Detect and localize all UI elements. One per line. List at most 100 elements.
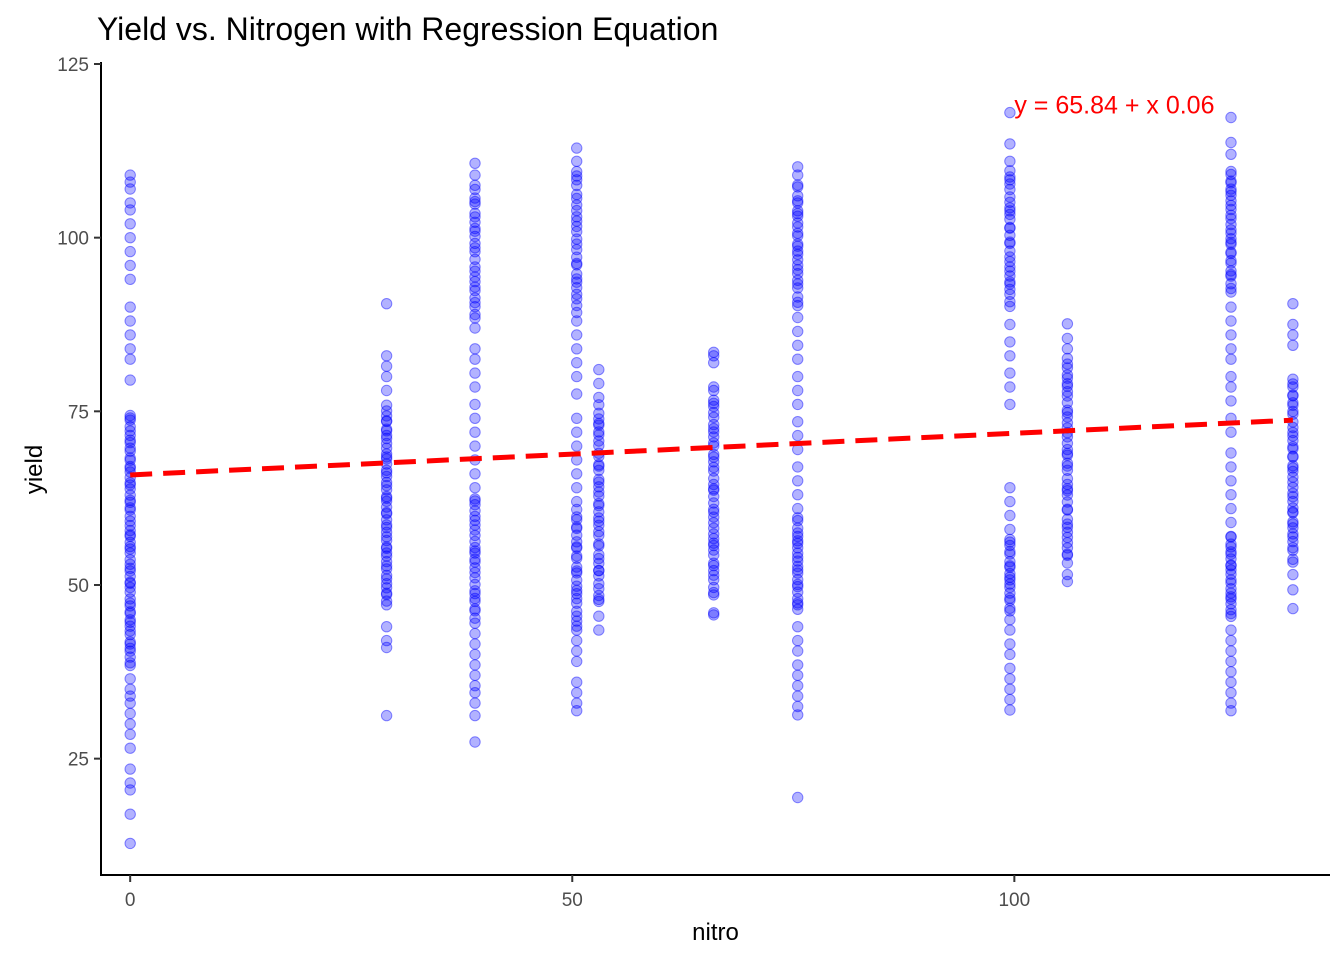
data-point — [380, 550, 393, 562]
data-point — [1004, 202, 1016, 214]
data-point — [1287, 451, 1299, 463]
data-point — [124, 519, 136, 532]
data-point — [380, 634, 393, 647]
data-point — [1004, 300, 1016, 313]
data-point — [792, 210, 804, 222]
data-point — [469, 505, 481, 517]
data-point — [1061, 460, 1074, 472]
data-point — [124, 412, 136, 424]
data-point — [593, 548, 605, 561]
data-point — [469, 381, 481, 393]
data-point — [1004, 495, 1016, 508]
data-point — [469, 566, 481, 579]
data-point — [708, 465, 720, 477]
data-point — [469, 281, 481, 293]
data-point — [792, 217, 804, 229]
data-point — [380, 506, 393, 519]
data-point — [792, 514, 804, 527]
data-point — [792, 512, 804, 524]
data-point — [1061, 449, 1074, 461]
data-point — [1004, 381, 1016, 393]
data-point — [1225, 395, 1237, 407]
data-point — [792, 659, 804, 671]
data-point — [1287, 556, 1299, 568]
data-point — [1004, 205, 1016, 217]
data-point — [571, 511, 583, 523]
data-point — [124, 707, 136, 720]
data-point — [708, 490, 720, 503]
data-point — [571, 687, 583, 699]
data-point — [380, 350, 393, 362]
data-point — [792, 603, 804, 615]
data-point — [708, 557, 720, 569]
data-point — [792, 669, 804, 681]
data-point — [469, 605, 481, 617]
data-point — [124, 718, 136, 730]
data-point — [792, 240, 804, 252]
data-point — [708, 426, 720, 438]
data-point — [380, 490, 393, 503]
data-point — [1004, 587, 1016, 599]
data-point — [1287, 481, 1299, 494]
data-point — [1287, 602, 1299, 615]
data-point — [1225, 270, 1237, 282]
data-point — [708, 484, 720, 496]
data-point — [1287, 462, 1299, 474]
data-point — [1287, 441, 1299, 453]
data-point — [1287, 465, 1299, 478]
data-point — [469, 343, 481, 355]
data-point — [792, 535, 804, 547]
data-point — [571, 565, 583, 577]
data-point — [571, 170, 583, 182]
data-point — [469, 585, 481, 597]
data-point — [1287, 434, 1299, 447]
data-point — [469, 499, 481, 511]
data-point — [1004, 548, 1016, 560]
data-point — [1061, 531, 1074, 544]
data-point — [593, 557, 605, 570]
data-point — [469, 275, 481, 288]
data-point — [380, 588, 393, 601]
data-point — [571, 251, 583, 263]
data-points — [124, 106, 1299, 850]
data-point — [571, 315, 583, 327]
data-point — [571, 521, 583, 533]
x-axis-ticks: 0 50 100 — [125, 875, 1030, 911]
data-point — [1004, 533, 1016, 546]
data-point — [792, 169, 804, 181]
data-point — [593, 490, 605, 502]
data-point — [124, 536, 136, 548]
data-point — [380, 464, 393, 476]
data-point — [469, 468, 481, 480]
data-point — [708, 544, 720, 556]
data-point — [469, 482, 481, 494]
data-point — [792, 161, 804, 173]
data-point — [571, 199, 583, 211]
data-point — [1225, 183, 1237, 195]
data-point — [1287, 491, 1299, 503]
data-point — [1004, 196, 1016, 209]
data-point — [708, 569, 720, 581]
data-point — [1061, 542, 1074, 554]
data-point — [571, 597, 583, 609]
data-point — [708, 418, 720, 431]
data-point — [1061, 473, 1074, 485]
data-point — [792, 230, 804, 242]
data-point — [380, 425, 393, 437]
data-point — [469, 612, 481, 624]
data-point — [792, 574, 804, 586]
data-point — [469, 192, 481, 204]
data-point — [380, 569, 393, 582]
data-point — [469, 648, 481, 661]
data-point — [593, 464, 605, 476]
data-point — [1004, 648, 1016, 661]
data-point — [708, 478, 720, 491]
data-point — [792, 690, 804, 702]
data-point — [469, 412, 481, 424]
data-point — [792, 791, 804, 804]
data-point — [380, 582, 393, 594]
data-point — [1004, 106, 1016, 119]
data-point — [469, 535, 481, 548]
data-point — [380, 448, 393, 460]
